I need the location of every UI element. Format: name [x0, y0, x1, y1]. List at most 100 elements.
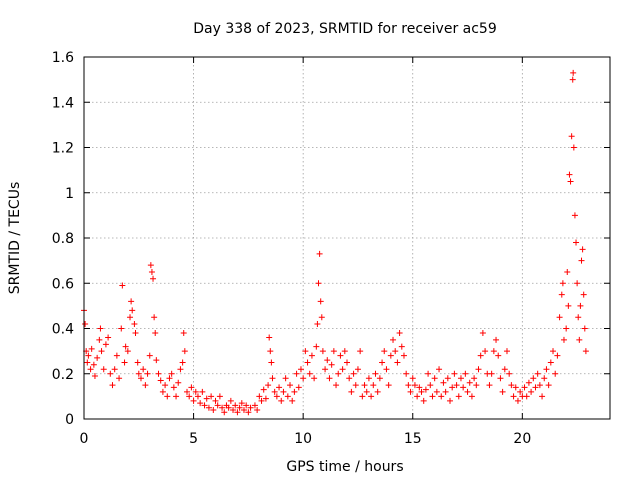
- data-point: [155, 370, 162, 377]
- chart-title: Day 338 of 2023, SRMTID for receiver ac5…: [193, 21, 497, 37]
- data-point: [128, 298, 135, 305]
- data-point: [88, 345, 95, 352]
- data-point: [159, 388, 166, 395]
- data-point: [352, 382, 359, 389]
- data-point: [175, 379, 182, 386]
- data-point: [245, 409, 252, 416]
- data-point: [381, 348, 388, 355]
- data-point: [479, 330, 486, 337]
- data-point: [113, 352, 120, 359]
- data-point: [227, 397, 234, 404]
- data-point: [348, 388, 355, 395]
- data-point: [376, 375, 383, 382]
- data-point: [282, 375, 289, 382]
- data-point: [324, 357, 331, 364]
- data-point: [559, 280, 566, 287]
- data-point: [573, 239, 580, 246]
- data-point: [238, 400, 245, 407]
- data-point: [119, 282, 126, 289]
- data-point: [96, 336, 103, 343]
- data-point: [318, 314, 325, 321]
- data-point: [398, 343, 405, 350]
- data-point: [326, 375, 333, 382]
- data-point: [372, 370, 379, 377]
- data-point: [462, 370, 469, 377]
- data-point: [297, 366, 304, 373]
- x-tick-label: 10: [294, 431, 312, 447]
- data-point: [425, 370, 432, 377]
- data-point: [580, 291, 587, 298]
- data-point: [82, 320, 89, 327]
- data-point: [563, 325, 570, 332]
- data-point: [436, 366, 443, 373]
- data-point: [197, 400, 204, 407]
- data-point: [440, 379, 447, 386]
- data-point: [134, 359, 141, 366]
- y-tick-label: 1.6: [52, 50, 74, 66]
- data-point: [129, 307, 136, 314]
- data-point: [576, 336, 583, 343]
- data-point: [339, 366, 346, 373]
- data-point: [543, 366, 550, 373]
- data-point: [322, 366, 329, 373]
- data-point: [335, 370, 342, 377]
- data-point: [475, 366, 482, 373]
- data-point: [317, 298, 324, 305]
- data-point: [142, 382, 149, 389]
- data-point: [488, 370, 495, 377]
- data-point: [273, 393, 280, 400]
- y-tick-label: 0.8: [52, 231, 74, 247]
- data-point: [582, 348, 589, 355]
- data-point: [455, 393, 462, 400]
- data-point: [523, 393, 530, 400]
- data-point: [574, 280, 581, 287]
- data-point: [466, 379, 473, 386]
- x-tick-label: 15: [404, 431, 422, 447]
- data-point: [431, 375, 438, 382]
- data-point: [146, 352, 153, 359]
- data-point: [422, 386, 429, 393]
- data-point: [556, 314, 563, 321]
- data-point: [457, 375, 464, 382]
- data-point: [565, 302, 572, 309]
- y-tick-label: 1: [65, 186, 74, 202]
- data-points: [81, 69, 589, 416]
- data-point: [214, 402, 221, 409]
- data-point: [400, 352, 407, 359]
- data-point: [315, 280, 322, 287]
- data-point: [539, 393, 546, 400]
- data-point: [135, 370, 142, 377]
- data-point: [477, 352, 484, 359]
- data-point: [308, 352, 315, 359]
- data-point: [111, 366, 118, 373]
- data-point: [289, 397, 296, 404]
- data-point: [328, 361, 335, 368]
- data-point: [313, 343, 320, 350]
- data-point: [306, 370, 313, 377]
- data-point: [219, 404, 226, 411]
- data-point: [316, 250, 323, 257]
- data-point: [180, 330, 187, 337]
- data-point: [230, 406, 237, 413]
- data-point: [506, 370, 513, 377]
- data-point: [383, 366, 390, 373]
- data-point: [447, 397, 454, 404]
- data-point: [564, 268, 571, 275]
- data-point: [97, 325, 104, 332]
- data-point: [385, 382, 392, 389]
- data-point: [510, 393, 517, 400]
- data-point: [566, 171, 573, 178]
- data-point: [444, 375, 451, 382]
- data-point: [497, 375, 504, 382]
- data-point: [575, 314, 582, 321]
- data-point: [300, 375, 307, 382]
- x-tick-label: 5: [189, 431, 198, 447]
- data-point: [414, 393, 421, 400]
- data-point: [558, 291, 565, 298]
- data-point: [137, 375, 144, 382]
- data-point: [532, 384, 539, 391]
- data-point: [552, 370, 559, 377]
- x-axis-label: GPS time / hours: [286, 459, 403, 475]
- data-point: [392, 348, 399, 355]
- data-point: [190, 397, 197, 404]
